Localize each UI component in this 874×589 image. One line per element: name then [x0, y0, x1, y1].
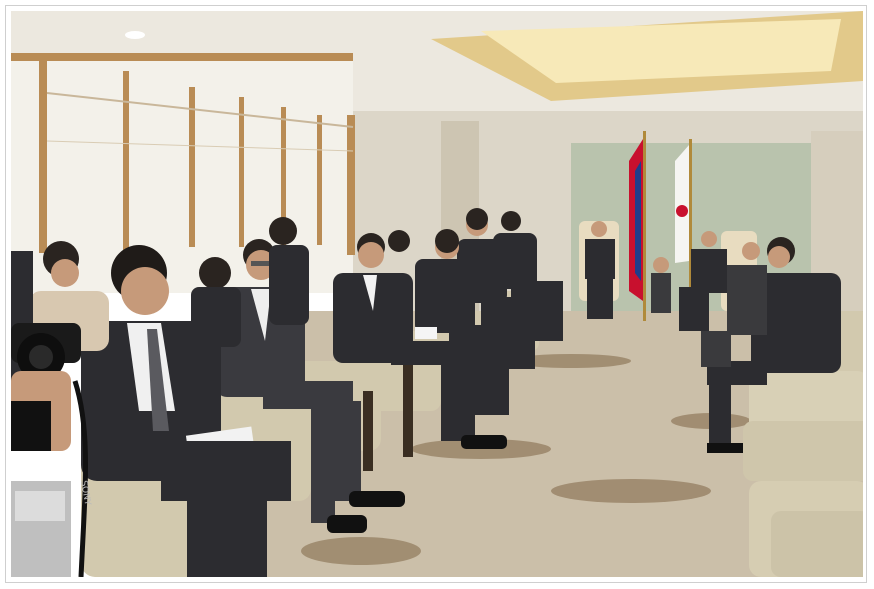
right-guests	[701, 237, 841, 453]
flags	[629, 131, 692, 321]
camera-strap-brand: SONY	[78, 480, 92, 507]
ceiling-spotlight	[125, 31, 145, 39]
ceiling-light	[481, 19, 841, 83]
right-sofas	[743, 311, 863, 577]
image-frame: SONY	[5, 5, 867, 583]
camera: SONY	[11, 323, 92, 577]
meeting-photo: SONY	[11, 11, 863, 577]
meeting-room-scene: SONY	[11, 11, 863, 577]
